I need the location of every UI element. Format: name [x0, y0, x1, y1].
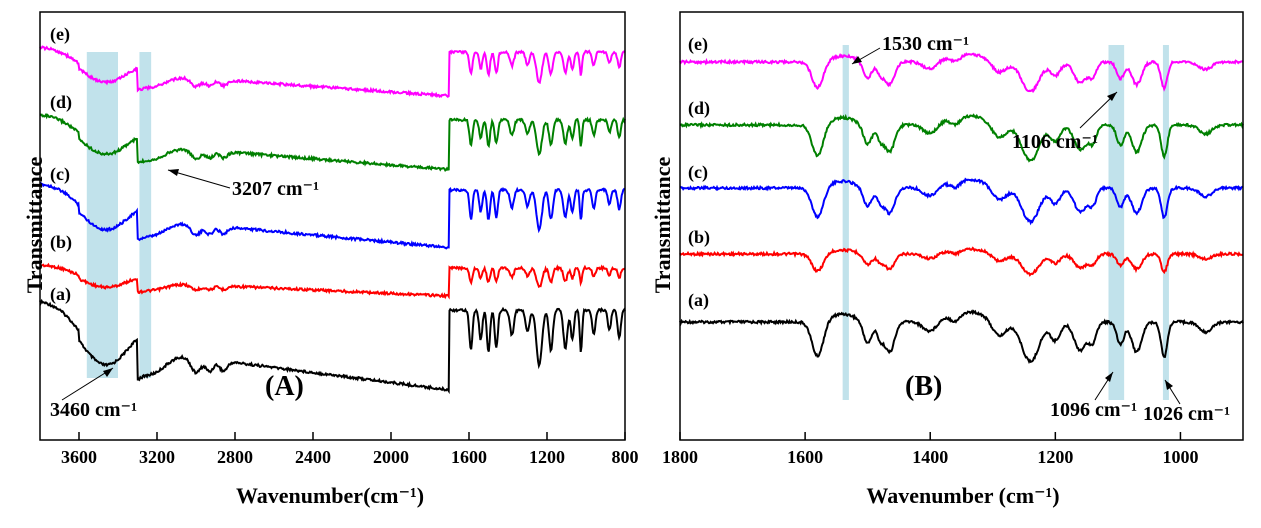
- x-tick-label-b-1600: 1600: [787, 447, 823, 467]
- annotation-arrowhead-1530: [852, 56, 862, 64]
- annotation-arrowhead-1026: [1165, 380, 1173, 390]
- highlight-band-b-0: [842, 45, 849, 400]
- x-tick-label-b-1200: 1200: [1037, 447, 1073, 467]
- series-line-b-b: [679, 246, 1244, 277]
- series-line-a-d: [39, 112, 626, 172]
- panel-a-ylabel: Transmittance: [22, 157, 47, 294]
- series-line-a-b: [39, 262, 626, 300]
- annotation-3207: 3207 cm⁻¹: [232, 178, 319, 200]
- series-label-a-d: (d): [50, 92, 72, 113]
- annotation-1106: 1106 cm⁻¹: [1012, 131, 1098, 153]
- highlight-band-a-1: [139, 52, 152, 378]
- panel-b-title: (B): [905, 371, 942, 402]
- highlight-band-a-0: [86, 52, 118, 378]
- series-line-a-e: [39, 45, 626, 99]
- annotation-1530: 1530 cm⁻¹: [882, 33, 969, 55]
- panel-b: 1800 1600 1400 1200 1000 (a) (b) (c) (d) (e) (B)…: [650, 11, 1244, 508]
- annotation-arrow-3460: [61, 367, 114, 401]
- x-tick-label-b-1000: 1000: [1162, 447, 1198, 467]
- series-label-a-a: (a): [50, 284, 71, 305]
- panel-a-title: (A): [265, 371, 304, 402]
- annotation-arrowhead-3460: [103, 368, 113, 377]
- panel-a: 3600 3200 2800 2400 2000 1600 1200 800 (a) (b) (c…: [22, 11, 639, 508]
- series-line-b-e: [679, 52, 1244, 94]
- x-tick-label-a-2000: 2000: [373, 447, 409, 467]
- highlight-band-b-2: [1162, 45, 1169, 400]
- series-label-b-c: (c): [688, 162, 708, 183]
- x-tick-label-a-1200: 1200: [529, 447, 565, 467]
- annotation-1096: 1096 cm⁻¹: [1050, 399, 1137, 421]
- series-label-b-e: (e): [688, 34, 708, 55]
- panel-b-xlabel: Wavenumber (cm⁻¹): [866, 483, 1059, 508]
- annotation-arrow-3207: [167, 169, 231, 189]
- panel-b-frame: [679, 11, 1244, 441]
- annotation-1026: 1026 cm⁻¹: [1143, 403, 1230, 425]
- annotation-arrowhead-1096: [1105, 372, 1113, 382]
- series-label-b-a: (a): [688, 290, 709, 311]
- x-tick-label-b-1800: 1800: [662, 447, 698, 467]
- annotation-arrowhead-3207: [168, 169, 179, 176]
- series-label-b-b: (b): [688, 227, 710, 248]
- x-tick-label-a-3600: 3600: [61, 447, 97, 467]
- panel-a-xlabel: Wavenumber(cm⁻¹): [236, 483, 424, 508]
- series-label-b-d: (d): [688, 98, 710, 119]
- series-label-a-c: (c): [50, 164, 70, 185]
- panel-a-frame: [39, 11, 626, 441]
- series-line-b-a: [679, 309, 1244, 364]
- x-tick-label-a-800: 800: [612, 447, 639, 467]
- x-tick-label-b-1400: 1400: [912, 447, 948, 467]
- x-tick-label-a-1600: 1600: [451, 447, 487, 467]
- series-line-b-d: [679, 113, 1244, 163]
- series-line-a-a: [39, 298, 626, 395]
- series-label-a-e: (e): [50, 24, 70, 45]
- series-line-a-c: [39, 181, 626, 250]
- annotation-3460: 3460 cm⁻¹: [50, 399, 137, 421]
- x-tick-label-a-2400: 2400: [295, 447, 331, 467]
- x-tick-label-a-2800: 2800: [217, 447, 253, 467]
- annotation-arrowhead-1106: [1107, 92, 1117, 101]
- panel-b-ylabel: Transmittance: [650, 157, 675, 294]
- highlight-band-b-1: [1108, 45, 1125, 400]
- x-tick-label-a-3200: 3200: [139, 447, 175, 467]
- series-label-a-b: (b): [50, 232, 72, 253]
- series-line-b-c: [679, 177, 1244, 226]
